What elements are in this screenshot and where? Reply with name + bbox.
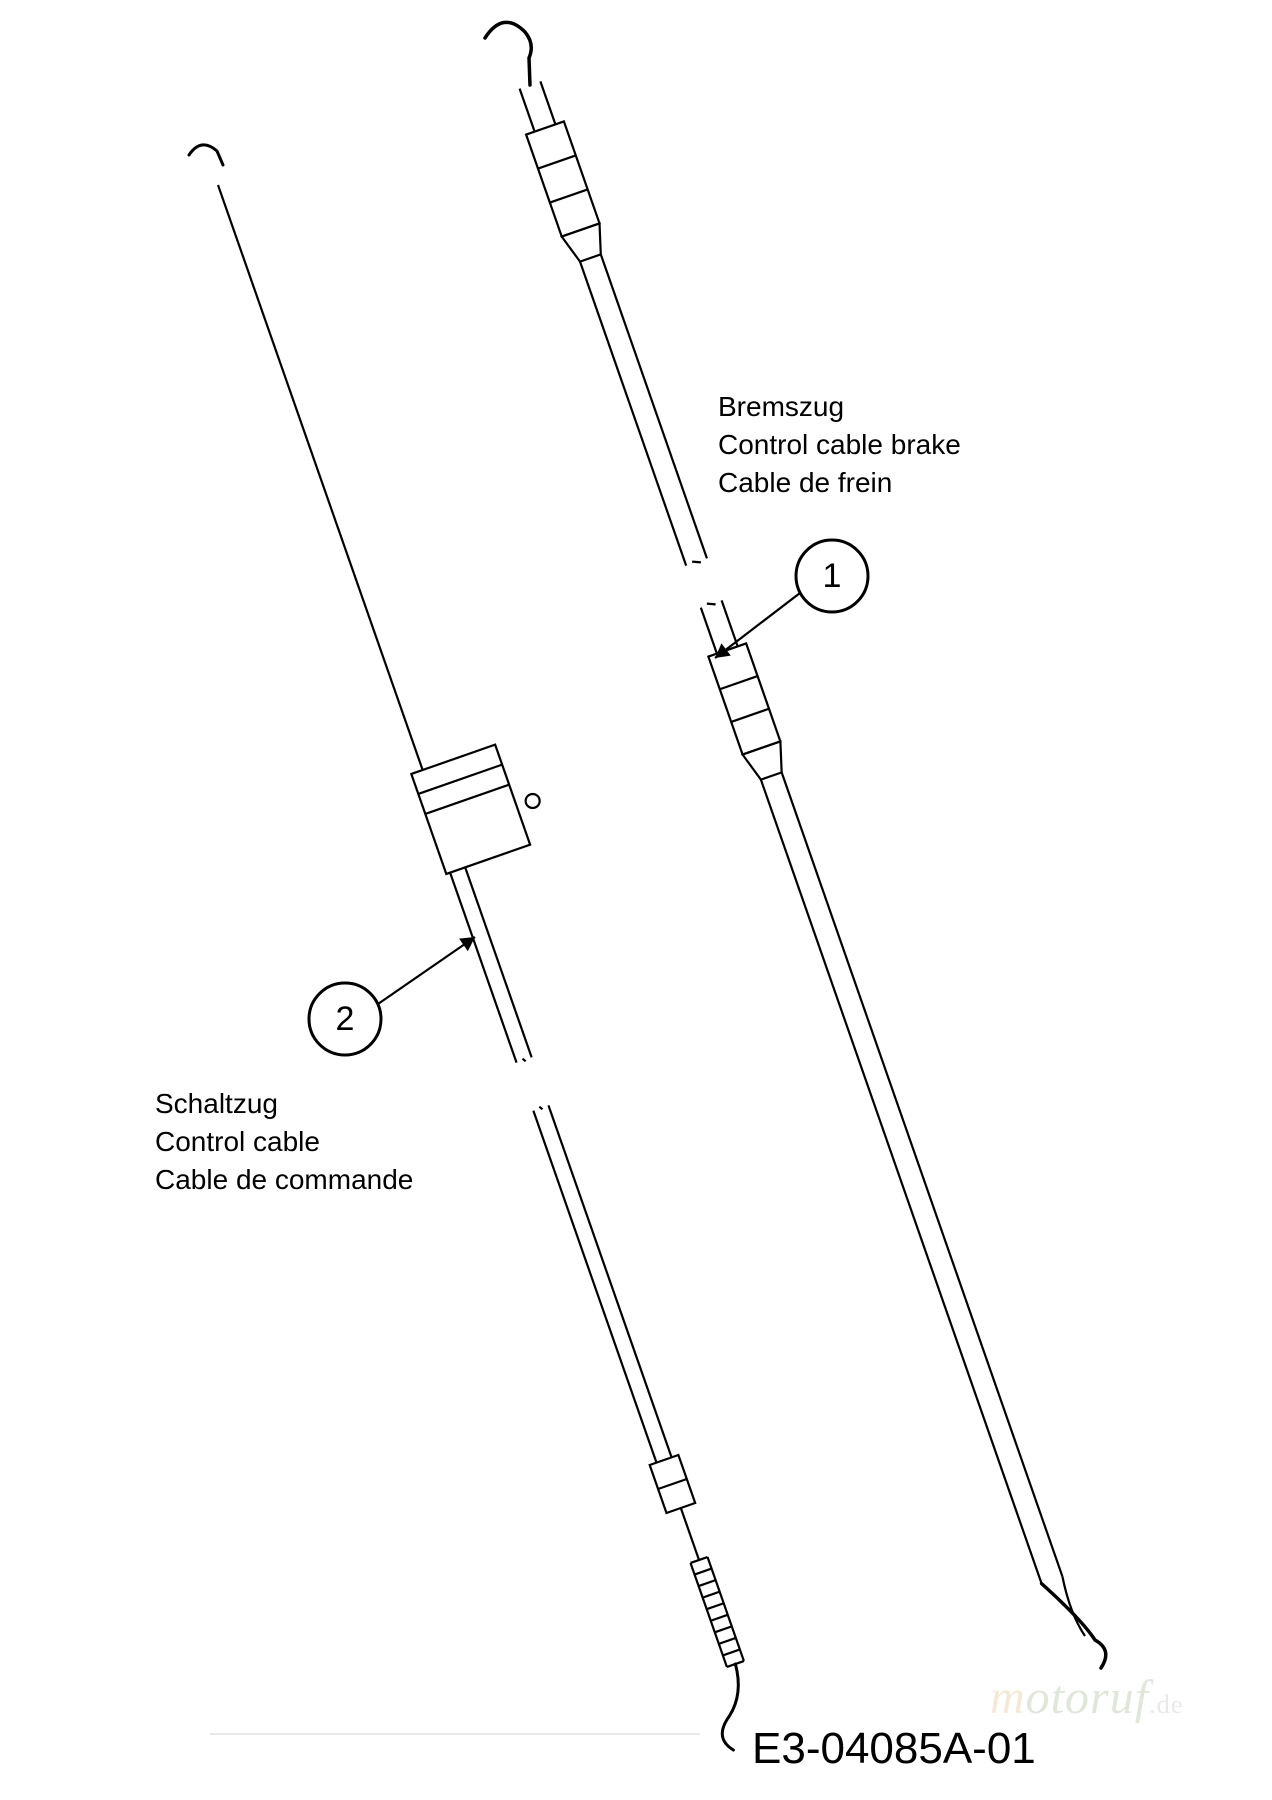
diagram-svg: 12 xyxy=(0,0,1272,1800)
label-2-line-0: Schaltzug xyxy=(155,1085,413,1123)
label-2-line-1: Control cable xyxy=(155,1123,413,1161)
label-1-line-2: Cable de frein xyxy=(718,464,961,502)
label-2-line-2: Cable de commande xyxy=(155,1161,413,1199)
label-1-line-1: Control cable brake xyxy=(718,426,961,464)
label-1-line-0: Bremszug xyxy=(718,388,961,426)
label-block-1: Bremszug Control cable brake Cable de fr… xyxy=(718,388,961,501)
drawing-number: E3-04085A-01 xyxy=(752,1724,1036,1774)
svg-text:2: 2 xyxy=(336,1000,355,1038)
svg-text:1: 1 xyxy=(823,557,842,595)
label-block-2: Schaltzug Control cable Cable de command… xyxy=(155,1085,413,1198)
